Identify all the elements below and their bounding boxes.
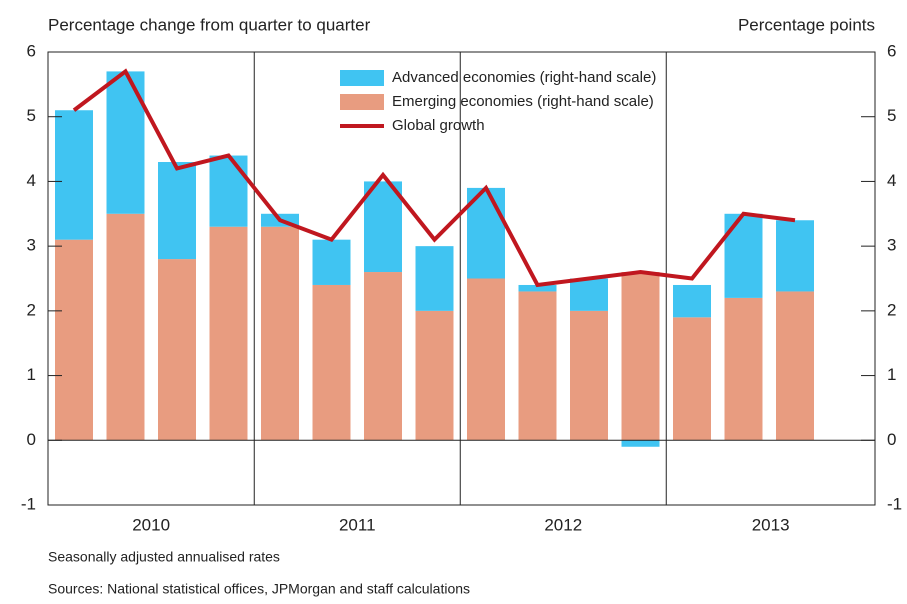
y-tick-label: 6 bbox=[27, 41, 36, 60]
y2-tick-label: 6 bbox=[887, 41, 896, 60]
bar-segment bbox=[415, 310, 454, 441]
plot-frame bbox=[47, 51, 876, 506]
y2-tick-label: 5 bbox=[887, 106, 896, 125]
y-tick-label: -1 bbox=[21, 494, 36, 513]
x-tick-label: 2010 bbox=[132, 515, 170, 534]
note: Sources: National statistical offices, J… bbox=[48, 581, 470, 597]
bar-segment bbox=[261, 226, 299, 441]
line bbox=[72, 68, 796, 288]
y2-tick-label: 0 bbox=[887, 430, 896, 449]
bar-segment bbox=[518, 284, 557, 292]
y-tick-label: 4 bbox=[27, 171, 36, 190]
y2-tick-label: 4 bbox=[887, 171, 896, 190]
bar-segment bbox=[673, 284, 711, 318]
legend-label: Emerging economies (right-hand scale) bbox=[392, 93, 654, 110]
y-tick-label: 3 bbox=[27, 236, 36, 255]
y2-tick-label: 3 bbox=[887, 236, 896, 255]
bar-segment bbox=[364, 181, 402, 273]
bar-segment bbox=[55, 110, 93, 240]
legend-swatch bbox=[340, 94, 384, 110]
bar-segment bbox=[415, 246, 454, 311]
bar-segment bbox=[467, 278, 505, 441]
y2-tick-label: 2 bbox=[887, 300, 896, 319]
y2-axis-label: Percentage points bbox=[738, 15, 875, 34]
bar-segment bbox=[673, 317, 711, 441]
y-tick-label: 2 bbox=[27, 300, 36, 319]
legend-label: Advanced economies (right-hand scale) bbox=[392, 69, 656, 86]
x-tick-label: 2011 bbox=[339, 515, 376, 534]
bar-segment bbox=[55, 239, 93, 441]
x-tick-label: 2012 bbox=[544, 515, 582, 534]
bar-segment bbox=[364, 272, 402, 441]
bar-segment bbox=[312, 239, 351, 285]
y-axis-label: Percentage change from quarter to quarte… bbox=[48, 15, 371, 34]
bar-segment bbox=[570, 278, 608, 311]
y2-tick-label: 1 bbox=[887, 365, 896, 384]
legend-label: Global growth bbox=[392, 117, 485, 134]
bar-segment bbox=[724, 297, 763, 441]
bar-segment bbox=[158, 162, 196, 260]
bar-segment bbox=[518, 291, 557, 441]
bar-segment bbox=[776, 220, 814, 292]
bar-segment bbox=[158, 259, 196, 441]
bar-segment bbox=[106, 213, 145, 441]
y-tick-label: 1 bbox=[27, 365, 36, 384]
bar-segment bbox=[776, 291, 814, 441]
y-tick-label: 0 bbox=[27, 430, 36, 449]
y2-tick-label: -1 bbox=[887, 494, 902, 513]
y-tick-label: 5 bbox=[27, 106, 36, 125]
x-tick-label: 2013 bbox=[752, 515, 790, 534]
bar-segment bbox=[621, 440, 660, 447]
bar-segment bbox=[209, 226, 248, 441]
legend-swatch bbox=[340, 70, 384, 86]
bar-segment bbox=[621, 272, 660, 441]
bar-segment bbox=[312, 284, 351, 441]
bar-segment bbox=[570, 310, 608, 441]
note: Seasonally adjusted annualised rates bbox=[48, 549, 280, 565]
bar-segment bbox=[724, 213, 763, 298]
bar-segment bbox=[209, 155, 248, 227]
